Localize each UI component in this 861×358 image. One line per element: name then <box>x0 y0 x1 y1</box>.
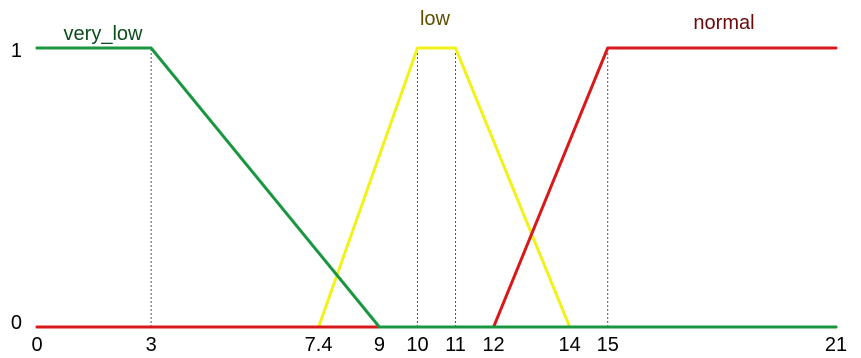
series-label-normal: normal <box>693 12 754 34</box>
x-tick-label: 12 <box>482 334 504 356</box>
y-axis-tick-labels: 01 <box>11 40 22 334</box>
series-line-low <box>35 46 838 329</box>
x-tick-label: 11 <box>445 334 466 356</box>
x-tick-label: 9 <box>374 334 385 356</box>
guide-lines <box>150 48 609 327</box>
y-tick-label: 1 <box>11 40 22 62</box>
x-tick-label: 7.4 <box>305 334 333 356</box>
series-line-normal <box>35 46 838 329</box>
x-axis-tick-labels: 0 3 7.4 9 10 11 12 14 15 21 <box>31 334 847 356</box>
x-tick-label: 0 <box>31 334 42 356</box>
series-label-very-low: very_low <box>64 23 143 45</box>
y-tick-label: 0 <box>11 312 22 334</box>
x-tick-label: 15 <box>597 334 619 356</box>
x-tick-label: 14 <box>559 334 581 356</box>
series-labels: very_low low normal <box>64 8 755 45</box>
series-line-very-low <box>35 46 838 329</box>
x-tick-label: 3 <box>146 334 157 356</box>
x-tick-label: 10 <box>406 334 428 356</box>
x-tick-label: 21 <box>825 334 847 356</box>
series-lines <box>35 46 838 329</box>
series-label-low: low <box>420 8 451 30</box>
